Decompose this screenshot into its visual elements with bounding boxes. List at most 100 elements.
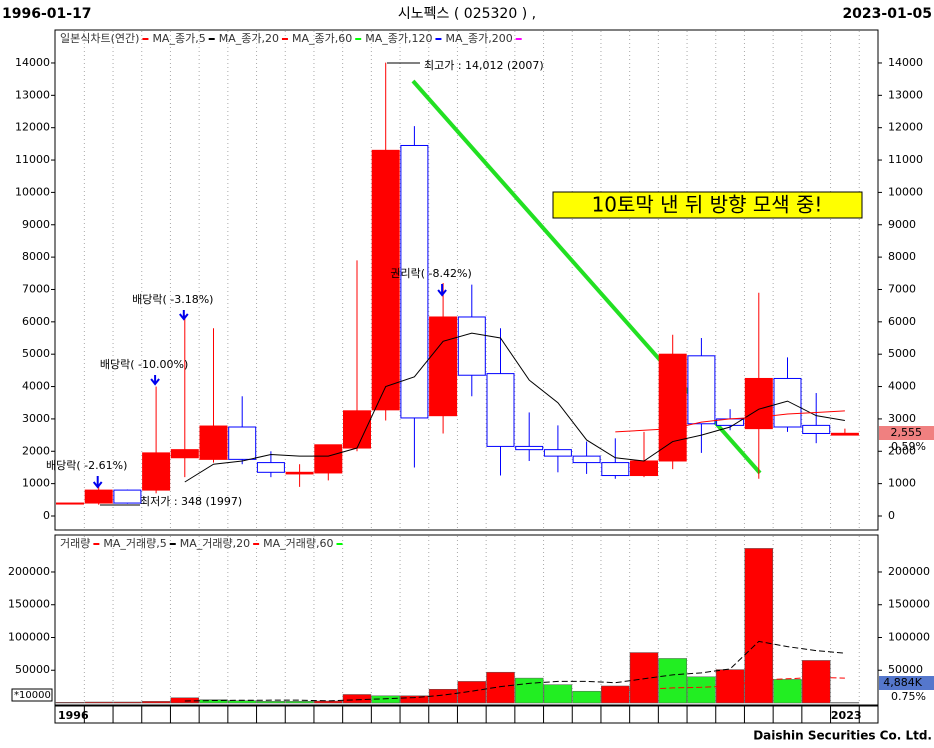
change-value: 0.59% — [891, 440, 926, 453]
candle-body — [429, 316, 458, 417]
last-value: 2,555 — [891, 426, 923, 439]
bar — [486, 671, 515, 704]
candle-body — [400, 144, 429, 419]
y-tick-label: 100000 — [8, 630, 50, 643]
candle-body — [601, 462, 630, 477]
candle-body — [515, 445, 544, 451]
y-tick-label: 6000 — [22, 315, 50, 328]
vertical-grid — [83, 31, 860, 704]
bar — [285, 701, 314, 704]
y-tick-label-right: 0 — [888, 509, 895, 522]
legend-label: 일본식차트(연간) — [60, 31, 139, 45]
bar — [199, 699, 228, 704]
candle-body — [687, 355, 716, 425]
legend-label: MA_거래량,60 — [263, 537, 333, 550]
y-tick-label: 50000 — [15, 663, 50, 676]
y-tick-label: 2000 — [22, 444, 50, 457]
candle-body — [486, 373, 515, 447]
candle-body — [802, 424, 831, 434]
x-axis-strip — [54, 705, 879, 724]
candle-body — [84, 489, 113, 504]
event-arrowhead — [92, 481, 103, 489]
bar — [141, 701, 171, 704]
y-tick-label: 5000 — [22, 347, 50, 360]
legend-label: MA_거래량,5 — [103, 537, 166, 550]
y-tick-label: 14000 — [15, 56, 50, 69]
y-tick-label-right: 12000 — [888, 121, 923, 134]
legend-label: MA_종가,20 — [219, 32, 279, 45]
candle-body — [457, 316, 486, 376]
legend-label: MA_종가,60 — [292, 32, 352, 45]
y-tick-label: 3000 — [22, 412, 50, 425]
candle-body — [142, 452, 171, 491]
bar — [514, 677, 544, 704]
end-date: 2023-01-05 — [842, 6, 932, 22]
y-tick-label: 11000 — [15, 153, 50, 166]
bar — [371, 695, 400, 704]
candle-body — [773, 377, 802, 428]
y-tick-label-right: 150000 — [888, 598, 930, 611]
low-label: 최저가 : 348 (1997) — [140, 495, 242, 508]
legend-label: MA_종가,200 — [445, 32, 512, 45]
candle-body — [256, 462, 285, 473]
candle-body — [285, 471, 314, 475]
y-tick-label-right: 2000 — [888, 444, 916, 457]
bar — [744, 548, 774, 704]
last-value-badge — [879, 676, 934, 690]
y-tick-label-right: 1000 — [888, 477, 916, 490]
last-value-badge — [879, 426, 934, 440]
y-tick-label: 1000 — [22, 477, 50, 490]
bar — [715, 669, 745, 704]
y-tick-label-right: 10000 — [888, 185, 923, 198]
candle-body — [228, 426, 257, 460]
bar — [601, 685, 630, 704]
candle-body — [744, 377, 773, 430]
event-arrowhead — [150, 378, 160, 386]
bar — [457, 681, 487, 704]
unit-label: *10000 — [14, 690, 51, 701]
y-tick-label: 9000 — [22, 218, 50, 231]
event-label: 권리락( -8.42%) — [390, 267, 471, 280]
chart-title: 시노펙스 ( 025320 ) , — [398, 6, 536, 22]
y-tick-label-right: 6000 — [888, 315, 916, 328]
volume-panel — [54, 534, 879, 706]
y-tick-label: 8000 — [22, 250, 50, 263]
event-label: 배당락( -10.00%) — [100, 358, 188, 371]
event-label: 배당락( -2.61%) — [46, 459, 127, 472]
y-tick-label: 7000 — [22, 282, 50, 295]
candle-body — [343, 410, 371, 449]
y-tick-label-right: 4000 — [888, 380, 916, 393]
x-tick-label: 1996 — [58, 709, 89, 722]
bar — [113, 701, 142, 704]
y-tick-label-right: 11000 — [888, 153, 923, 166]
bar — [256, 701, 286, 704]
candle-body — [199, 425, 228, 460]
bar — [227, 700, 257, 704]
y-tick-label-right: 13000 — [888, 88, 923, 101]
y-tick-label: 0 — [43, 509, 50, 522]
high-label: 최고가 : 14,012 (2007) — [424, 59, 544, 72]
change-value: 0.75% — [891, 690, 926, 703]
x-tick-label: 2023 — [831, 709, 862, 722]
y-tick-label: 12000 — [15, 121, 50, 134]
y-tick-label-right: 7000 — [888, 282, 916, 295]
last-value: 4,884K — [883, 676, 922, 689]
bar — [400, 695, 429, 704]
bar — [543, 684, 573, 704]
ma-line — [184, 640, 845, 702]
candle-body — [543, 449, 572, 457]
event-arrowhead — [179, 313, 189, 321]
bar — [84, 701, 113, 704]
y-tick-label-right: 100000 — [888, 630, 930, 643]
ma-line — [615, 410, 845, 433]
bar — [342, 694, 372, 704]
note-box — [552, 191, 863, 219]
event-arrowhead — [437, 289, 447, 297]
y-tick-label: 150000 — [8, 598, 50, 611]
y-tick-label: 4000 — [22, 380, 50, 393]
bar — [572, 690, 601, 704]
bar — [801, 660, 831, 704]
y-tick-label: 13000 — [15, 88, 50, 101]
bar — [55, 702, 85, 704]
legend-label: MA_거래량,20 — [180, 537, 250, 550]
